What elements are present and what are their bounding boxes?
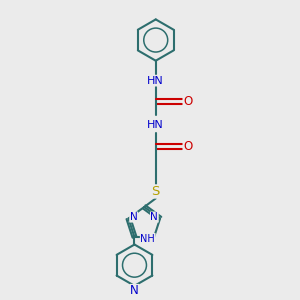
Text: N: N bbox=[151, 212, 158, 222]
Text: O: O bbox=[183, 140, 193, 153]
Text: N: N bbox=[130, 284, 139, 298]
Text: O: O bbox=[183, 95, 193, 108]
Text: HN: HN bbox=[147, 120, 164, 130]
Text: HN: HN bbox=[147, 76, 164, 86]
Text: NH: NH bbox=[140, 233, 155, 244]
Text: N: N bbox=[130, 212, 137, 222]
Text: S: S bbox=[152, 185, 160, 198]
